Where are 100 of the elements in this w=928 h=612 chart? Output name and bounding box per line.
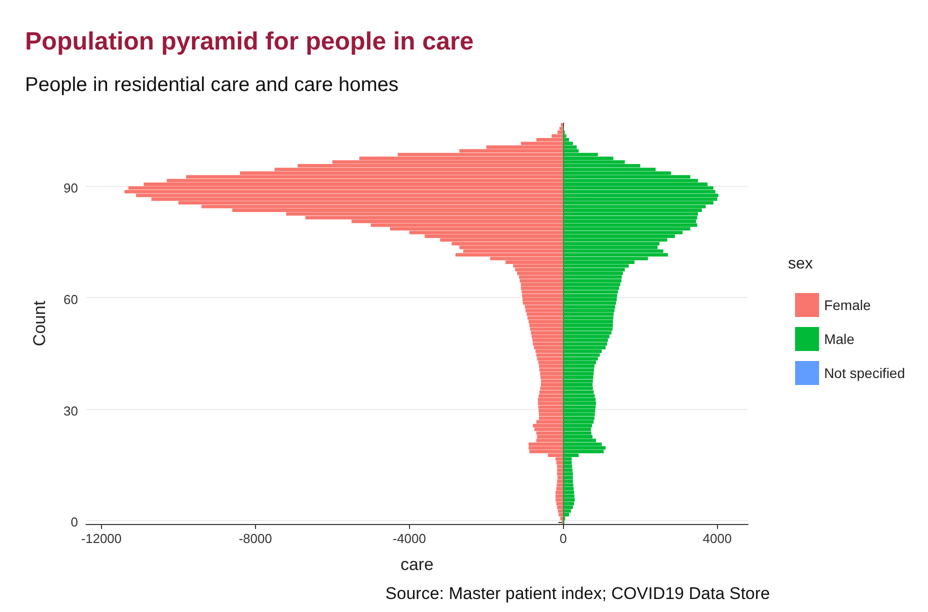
bar — [563, 424, 592, 428]
legend-label: Female — [824, 297, 871, 313]
bar — [522, 290, 564, 294]
bar — [540, 379, 564, 383]
bar — [539, 416, 564, 420]
bar — [563, 138, 570, 142]
bar — [563, 142, 573, 146]
bar — [563, 506, 573, 509]
bar — [563, 338, 608, 342]
bar — [563, 490, 574, 494]
bar — [532, 338, 564, 342]
bar — [455, 253, 564, 257]
bar — [563, 316, 614, 320]
bar — [556, 487, 564, 490]
bar — [563, 446, 606, 450]
x-tick-label: 0 — [560, 531, 567, 546]
bar — [530, 331, 564, 334]
bar — [563, 390, 594, 394]
bar — [563, 472, 573, 476]
bar — [534, 346, 564, 350]
bar — [557, 506, 564, 509]
bar — [563, 402, 596, 406]
bar — [557, 464, 564, 468]
bar — [539, 390, 564, 394]
bar — [560, 516, 564, 520]
bar — [563, 487, 574, 490]
bar — [529, 324, 564, 328]
bar — [524, 305, 564, 308]
bar — [557, 476, 564, 480]
bar — [559, 126, 564, 130]
bar — [563, 342, 608, 346]
bar — [563, 320, 613, 324]
bar — [536, 420, 564, 424]
bar — [536, 353, 564, 357]
bar — [532, 342, 564, 346]
bar — [556, 502, 564, 506]
bar — [518, 275, 564, 279]
bar — [540, 383, 564, 386]
bar — [563, 409, 596, 412]
bar — [563, 275, 622, 279]
bar — [517, 272, 564, 276]
bar — [563, 428, 591, 432]
bar — [563, 379, 593, 383]
bar — [563, 298, 617, 302]
x-tick-label: -8000 — [238, 531, 272, 546]
y-tick-label: 30 — [64, 403, 78, 418]
x-tick-label: -4000 — [392, 531, 426, 546]
bar — [563, 305, 616, 308]
x-axis-title: care — [400, 555, 434, 574]
bar — [563, 502, 574, 506]
bar — [527, 316, 564, 320]
bar — [563, 468, 572, 472]
bar — [124, 190, 564, 194]
bar — [563, 357, 598, 360]
bar — [563, 294, 618, 298]
bar — [532, 424, 564, 428]
bar — [556, 483, 564, 487]
bar — [563, 442, 602, 446]
x-tick-label: 4000 — [702, 531, 732, 546]
chart-title: Population pyramid for people in care — [25, 28, 474, 56]
bar — [563, 372, 594, 376]
bar — [563, 420, 594, 424]
bar — [537, 435, 564, 438]
bar — [556, 461, 564, 464]
bar — [558, 513, 564, 516]
bar — [563, 201, 714, 205]
y-axis-title: Count — [30, 300, 49, 346]
bar — [563, 364, 594, 368]
bar — [563, 253, 668, 257]
bar — [563, 350, 602, 354]
bar — [563, 312, 614, 316]
bar — [563, 197, 718, 201]
bar — [529, 450, 564, 454]
bar — [557, 468, 564, 472]
bar — [526, 312, 564, 316]
bar — [536, 350, 564, 354]
bar — [563, 398, 596, 402]
bar — [556, 490, 564, 494]
bar — [563, 223, 698, 227]
bar — [539, 364, 564, 368]
bar — [563, 376, 594, 380]
bar — [534, 428, 564, 432]
bar — [563, 476, 573, 480]
bar — [563, 301, 616, 305]
bar — [540, 372, 564, 376]
bar — [557, 480, 564, 484]
bar — [515, 268, 564, 272]
bar — [563, 494, 574, 498]
bar — [563, 208, 702, 212]
bar — [522, 294, 564, 298]
bar — [540, 376, 564, 380]
bar — [563, 194, 718, 198]
bar — [563, 268, 625, 272]
chart-subtitle: People in residential care and care homes — [25, 74, 399, 96]
bar — [563, 394, 595, 398]
legend-label: Male — [824, 331, 855, 347]
bar — [556, 494, 564, 498]
bar — [563, 216, 698, 220]
bar — [538, 409, 564, 412]
legend-title: sex — [788, 256, 813, 272]
